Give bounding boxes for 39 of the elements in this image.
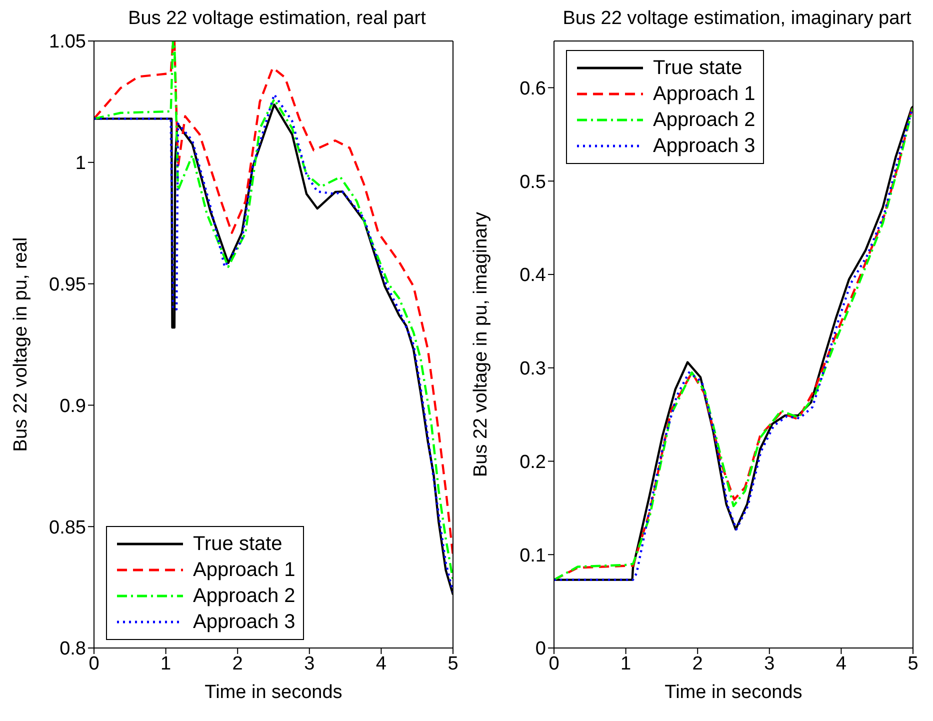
legend-label: True state <box>653 56 742 81</box>
legend-label: Approach 3 <box>653 134 756 159</box>
y-tick-label: 1 <box>75 153 86 174</box>
chart-title: Bus 22 voltage estimation, imaginary part <box>562 8 912 30</box>
x-tick-label: 5 <box>448 653 458 674</box>
legend-label: Approach 3 <box>193 610 296 635</box>
chart-title: Bus 22 voltage estimation, real part <box>127 8 427 30</box>
y-tick-label: 0.4 <box>520 265 546 286</box>
x-tick-label: 0 <box>88 653 100 674</box>
y-tick-label: 0 <box>535 638 546 660</box>
x-tick-label: 4 <box>376 653 387 674</box>
legend-label: Approach 1 <box>653 82 756 107</box>
x-tick-label: 2 <box>692 653 703 674</box>
x-tick-label: 0 <box>548 653 560 674</box>
y-tick-label: 0.8 <box>60 638 86 660</box>
y-tick-label: 0.9 <box>60 396 86 417</box>
x-tick-label: 4 <box>836 653 847 674</box>
x-axis-title: Time in seconds <box>204 682 342 703</box>
x-tick-label: 1 <box>620 653 632 674</box>
y-tick-label: 0.6 <box>520 78 546 100</box>
x-tick-label: 1 <box>160 653 172 674</box>
x-axis-title: Time in seconds <box>664 682 802 703</box>
y-tick-label: 0.95 <box>49 274 86 296</box>
x-tick-label: 2 <box>232 653 243 674</box>
x-tick-label: 3 <box>304 653 315 674</box>
legend-label: Approach 1 <box>193 558 296 583</box>
legend-label: True state <box>193 532 282 557</box>
y-tick-label: 0.1 <box>520 545 546 566</box>
y-tick-label: 0.5 <box>520 172 546 193</box>
y-axis-title: Bus 22 voltage in pu, imaginary <box>470 211 492 478</box>
y-tick-label: 0.2 <box>520 452 546 473</box>
legend-label: Approach 2 <box>653 108 756 133</box>
legend-label: Approach 2 <box>193 584 296 609</box>
y-tick-label: 0.85 <box>49 517 86 538</box>
y-tick-label: 1.05 <box>49 32 86 53</box>
y-axis-title: Bus 22 voltage in pu, real <box>10 237 32 452</box>
y-tick-label: 0.3 <box>520 358 546 380</box>
x-tick-label: 5 <box>908 653 918 674</box>
x-tick-label: 3 <box>764 653 775 674</box>
